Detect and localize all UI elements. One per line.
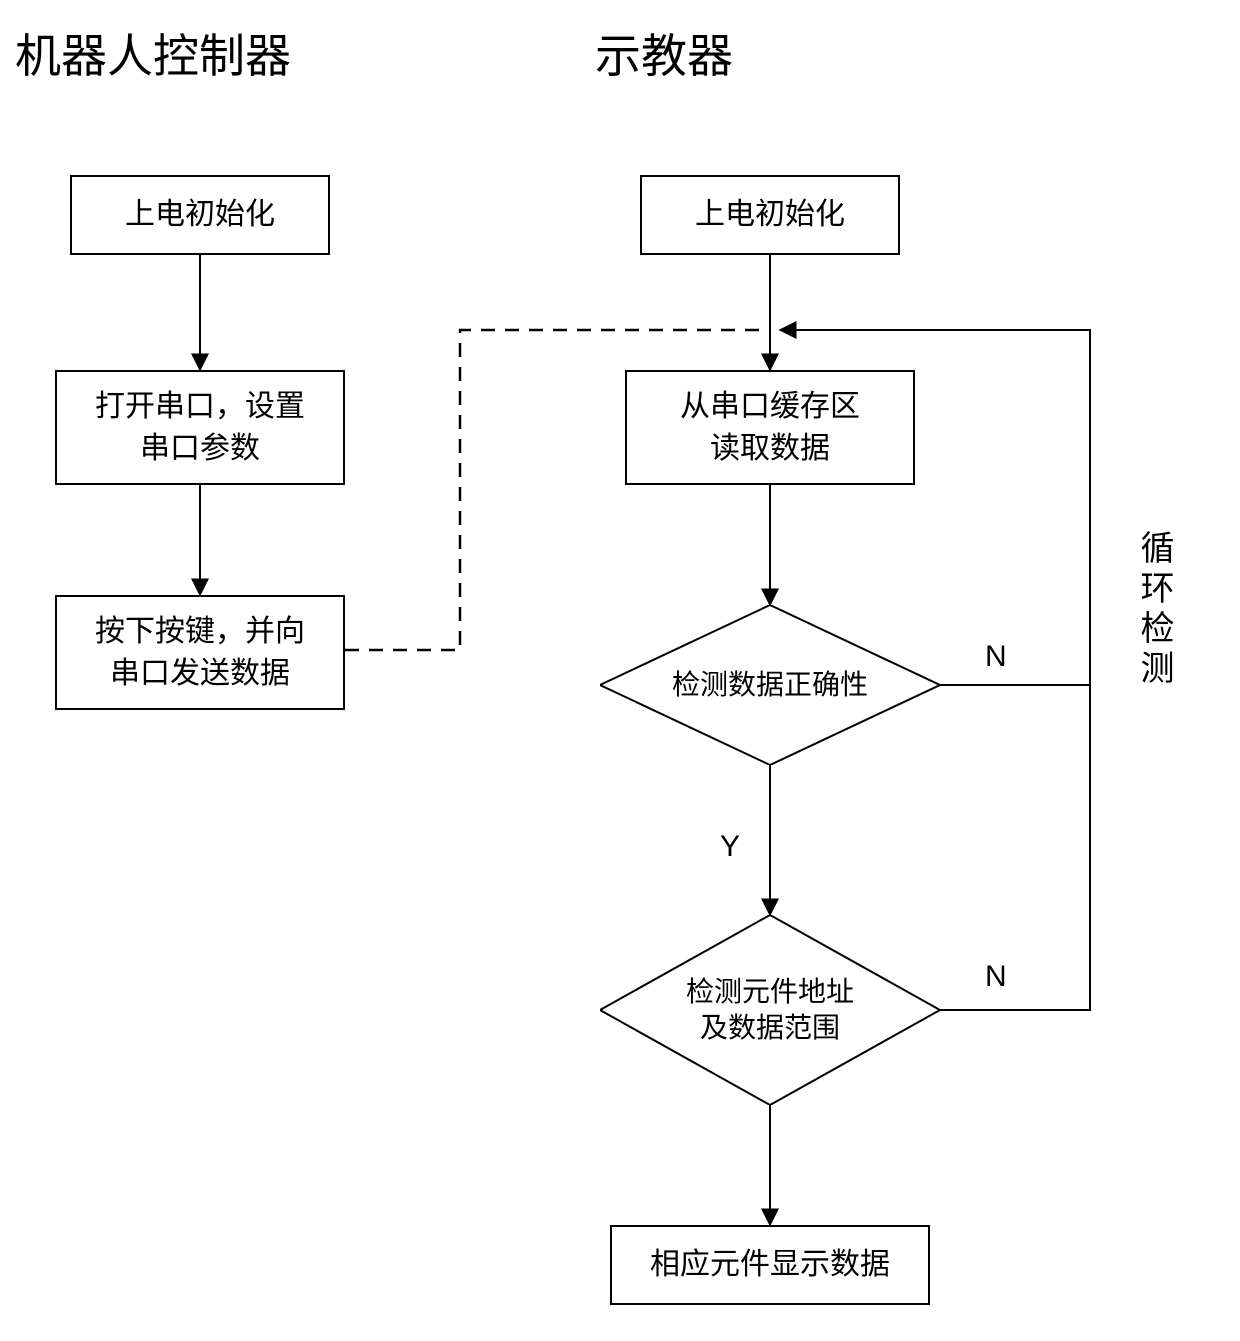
node-l2: 打开串口，设置 串口参数 [55, 370, 345, 485]
title-left: 机器人控制器 [15, 20, 291, 86]
node-d1: 检测数据正确性 [600, 605, 940, 765]
node-l1-text: 上电初始化 [125, 194, 275, 236]
edge-d2-loop [940, 685, 1090, 1010]
node-l1: 上电初始化 [70, 175, 330, 255]
title-right: 示教器 [595, 20, 733, 86]
node-r2-text: 从串口缓存区 读取数据 [680, 386, 860, 470]
node-r3: 相应元件显示数据 [610, 1225, 930, 1305]
node-r1-text: 上电初始化 [695, 194, 845, 236]
node-d2-text: 检测元件地址 及数据范围 [686, 974, 854, 1047]
node-d1-text: 检测数据正确性 [672, 667, 868, 703]
node-l3: 按下按键，并向 串口发送数据 [55, 595, 345, 710]
node-d2: 检测元件地址 及数据范围 [600, 915, 940, 1105]
label-n2: N [985, 960, 1007, 994]
node-l2-text: 打开串口，设置 串口参数 [95, 386, 305, 470]
node-r2: 从串口缓存区 读取数据 [625, 370, 915, 485]
side-label: 循环检测 [1130, 530, 1179, 690]
label-n1: N [985, 640, 1007, 674]
node-r1: 上电初始化 [640, 175, 900, 255]
node-l3-text: 按下按键，并向 串口发送数据 [95, 611, 305, 695]
node-r3-text: 相应元件显示数据 [650, 1244, 890, 1286]
label-y: Y [720, 830, 740, 864]
